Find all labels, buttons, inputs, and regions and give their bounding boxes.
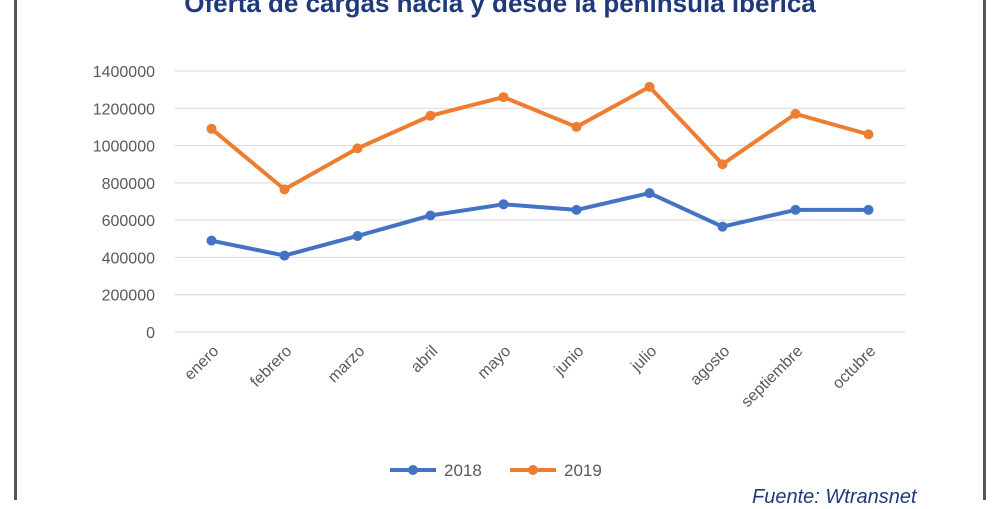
data-point-2019: [717, 159, 728, 170]
x-tick-label: octubre: [830, 343, 880, 393]
data-point-2018: [863, 204, 874, 215]
data-point-2018: [790, 204, 801, 215]
frame-right-border: [983, 0, 986, 500]
data-point-2018: [425, 210, 436, 221]
data-point-2018: [644, 188, 655, 199]
data-point-2018: [352, 230, 363, 241]
x-tick-label: septiembre: [738, 343, 806, 411]
y-tick-label: 600000: [102, 213, 155, 230]
x-tick-label: abril: [408, 343, 441, 376]
y-tick-label: 0: [146, 325, 155, 342]
data-point-2018: [571, 204, 582, 215]
x-tick-label: agosto: [687, 343, 733, 389]
source-note: Fuente: Wtransnet: [752, 486, 917, 508]
x-tick-label: junio: [551, 343, 588, 380]
y-tick-label: 400000: [102, 250, 155, 267]
series-line-2018: [211, 191, 869, 258]
x-tick-label: enero: [181, 343, 222, 384]
y-tick-label: 800000: [102, 176, 155, 193]
data-point-2018: [279, 250, 290, 261]
data-point-2019: [352, 143, 363, 154]
legend-label: 2019: [564, 461, 602, 480]
data-point-2019: [644, 81, 655, 92]
x-tick-label: febrero: [247, 343, 295, 391]
frame-left-border: [14, 0, 17, 500]
data-point-2019: [863, 129, 874, 140]
series-line-2019: [210, 84, 870, 192]
data-point-2019: [790, 108, 801, 119]
legend-marker-2019: [528, 465, 538, 475]
data-point-2019: [279, 184, 290, 195]
data-point-2019: [571, 121, 582, 132]
x-tick-label: julio: [627, 343, 660, 376]
legend-label: 2018: [444, 461, 482, 480]
chart-title: Oferta de cargas hacia y desde la peníns…: [184, 0, 816, 18]
data-point-2018: [717, 221, 728, 232]
data-point-2019: [498, 92, 509, 103]
data-point-2018: [206, 235, 217, 246]
x-tick-label: marzo: [325, 343, 369, 387]
y-tick-label: 1000000: [93, 139, 155, 156]
data-point-2018: [498, 199, 509, 210]
y-tick-label: 200000: [102, 288, 155, 305]
data-point-2019: [425, 110, 436, 121]
y-tick-label: 1200000: [93, 101, 155, 118]
legend-marker-2018: [408, 465, 418, 475]
y-tick-label: 1400000: [93, 64, 155, 81]
x-tick-label: mayo: [475, 343, 515, 383]
data-point-2019: [206, 123, 217, 134]
